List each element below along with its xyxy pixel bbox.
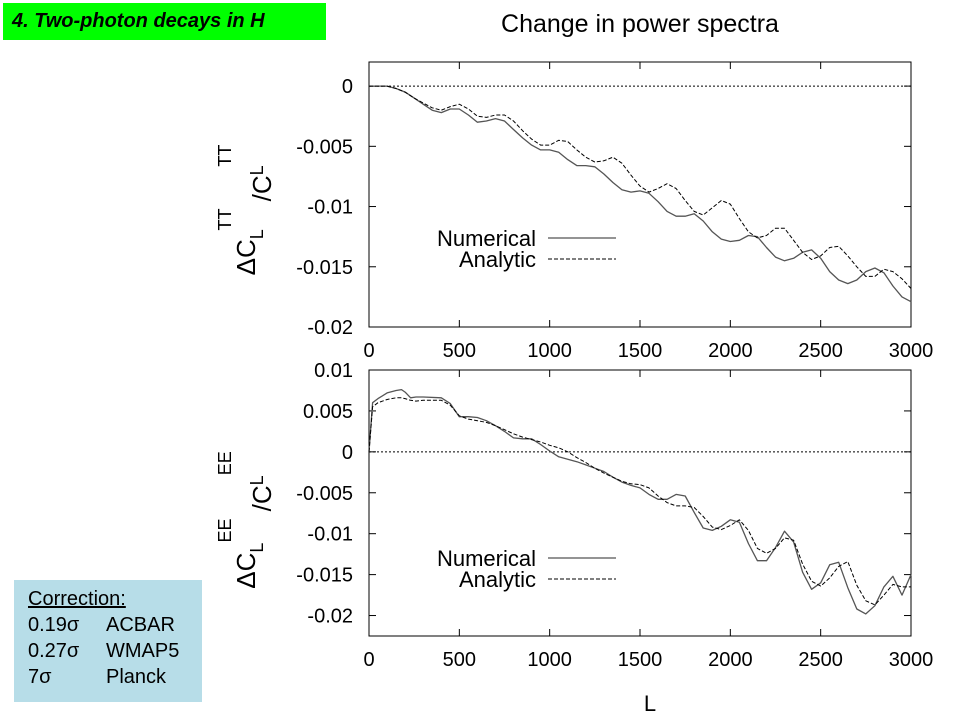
legend-label: Analytic [459, 247, 536, 272]
y-axis-label-part: EE [215, 519, 235, 543]
series-line-analytic [368, 397, 911, 606]
series-line-numerical [368, 388, 912, 615]
plot-frame [368, 61, 912, 328]
y-tick-label: -0.02 [307, 317, 353, 339]
correction-row: 0.19σ ACBAR [28, 612, 202, 638]
y-tick-label: -0.01 [307, 524, 353, 546]
correction-list: 0.19σ ACBAR 0.27σ WMAP5 7σ Planck [28, 612, 202, 690]
y-tick-label: -0.02 [307, 606, 353, 628]
y-tick-label: 0 [342, 76, 353, 98]
y-axis-label: ΔCLEE /CLEE [215, 451, 277, 588]
ee-panel: 0 500 1000 1500 2000 2500 3000 0.01 0.005 0 -0.005… [215, 360, 933, 671]
x-tick-label: 2500 [798, 340, 843, 362]
y-axis-label-part: L [247, 229, 267, 239]
legend-label: Numerical [437, 226, 536, 251]
x-tick-label: 1500 [618, 340, 663, 362]
correction-row: 0.27σ WMAP5 [28, 638, 202, 664]
correction-factor: 0.27σ [28, 640, 80, 662]
tt-panel: 0 500 1000 1500 2000 2500 3000 0 -0.005 -0.01 -0.0… [215, 61, 934, 362]
series-line-numerical [369, 85, 912, 303]
correction-experiment: Planck [106, 666, 167, 688]
y-axis-label-part: L [247, 165, 267, 175]
correction-factor: 7σ [28, 666, 52, 688]
x-tick-label: 500 [443, 340, 476, 362]
x-tick-label: 2000 [708, 340, 753, 362]
x-tick-label: 500 [443, 649, 476, 671]
x-tick-label: 1500 [618, 649, 663, 671]
x-tick-label: 0 [363, 340, 374, 362]
x-axis-label: L [644, 691, 656, 716]
y-tick-label: 0.005 [303, 401, 353, 423]
y-axis-label-part: ΔC [231, 239, 261, 275]
x-tick-label: 2500 [798, 649, 843, 671]
correction-experiment: ACBAR [106, 614, 175, 636]
y-tick-label: 0.01 [314, 360, 353, 382]
correction-factor: 0.19σ [28, 614, 80, 636]
y-axis-label-part: /C [247, 175, 277, 208]
correction-row: 7σ Planck [28, 664, 202, 690]
y-tick-label: 0 [342, 442, 353, 464]
y-axis-label-part: TT [215, 145, 235, 167]
slide-title: 4. Two-photon decays in H [3, 3, 326, 40]
y-axis-label-part: /C [247, 485, 277, 518]
figure-title: Change in power spectra [501, 10, 779, 38]
plot-frame [368, 369, 912, 637]
y-axis-label-part: EE [215, 451, 235, 475]
y-axis-label: ΔCLTT /CLTT [215, 145, 277, 276]
y-axis-label-part: ΔC [231, 553, 261, 589]
x-tick-label: 2000 [708, 649, 753, 671]
y-tick-label: -0.005 [296, 136, 353, 158]
y-tick-label: -0.01 [307, 197, 353, 219]
correction-heading: Correction: [28, 588, 126, 610]
y-tick-label: -0.015 [296, 565, 353, 587]
legend-label: Numerical [437, 546, 536, 571]
correction-box: Correction: 0.19σ ACBAR 0.27σ WMAP5 7σ Planck [14, 580, 202, 702]
x-tick-label: 1000 [527, 340, 572, 362]
y-axis-label-part: L [247, 475, 267, 485]
y-axis-label-part: TT [215, 209, 235, 231]
x-tick-label: 1000 [527, 649, 572, 671]
x-tick-label: 3000 [889, 649, 934, 671]
x-tick-label: 0 [363, 649, 374, 671]
x-tick-label: 3000 [889, 340, 934, 362]
y-axis-label-part: L [247, 543, 267, 553]
correction-experiment: WMAP5 [106, 640, 180, 662]
y-tick-label: -0.015 [296, 257, 353, 279]
y-tick-label: -0.005 [296, 483, 353, 505]
series-line-analytic [369, 85, 912, 289]
legend-label: Analytic [459, 567, 536, 592]
